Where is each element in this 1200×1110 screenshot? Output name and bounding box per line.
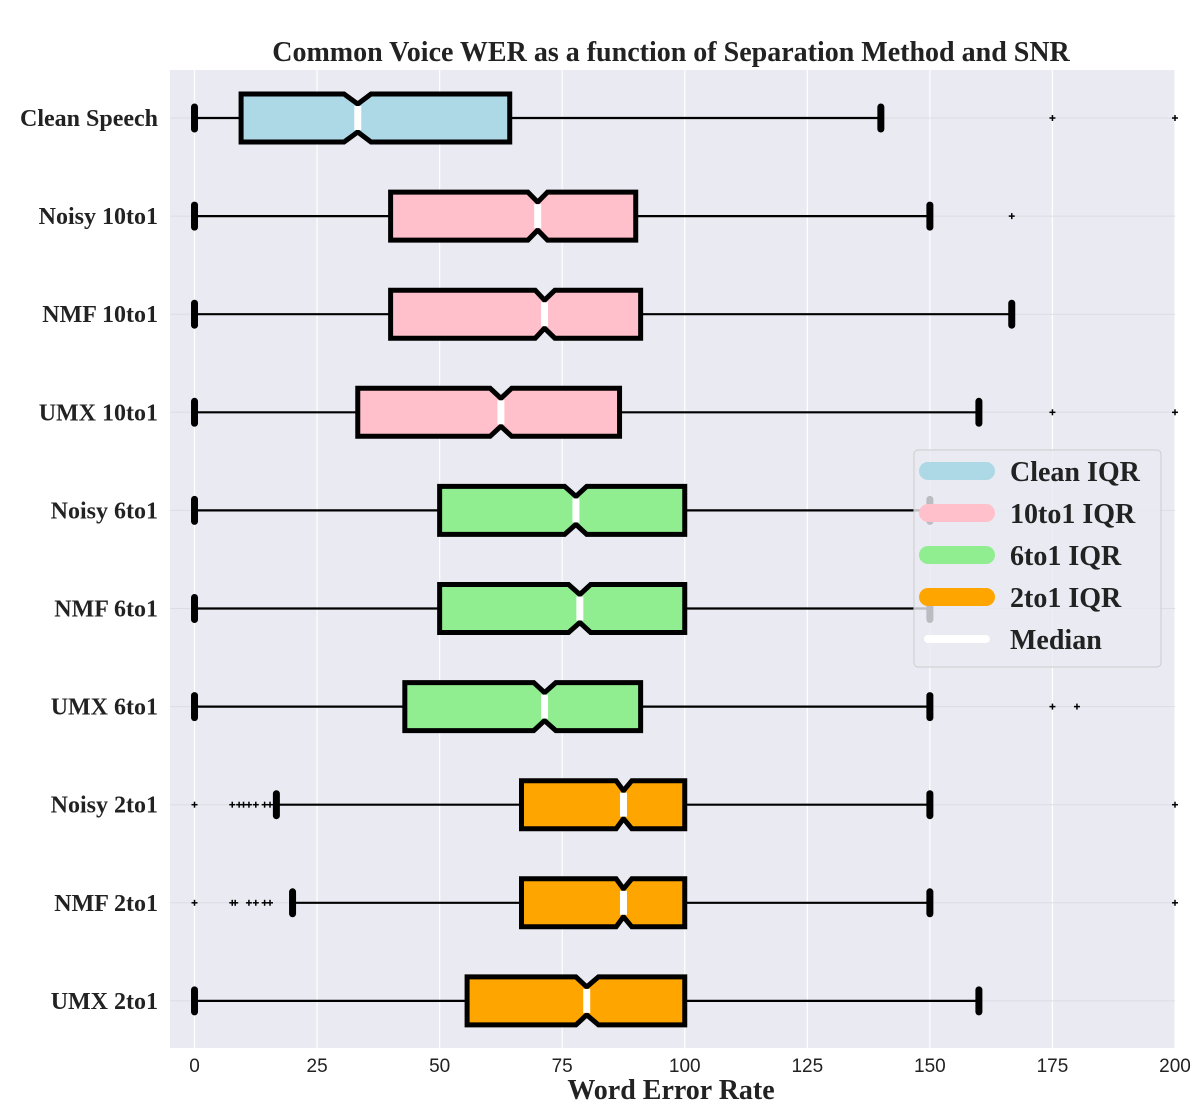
outlier-point xyxy=(245,899,252,906)
x-tick-label: 200 xyxy=(1159,1056,1191,1077)
iqr-box xyxy=(464,974,688,1028)
box-4 xyxy=(191,483,934,537)
x-tick-label: 150 xyxy=(914,1056,946,1077)
iqr-box xyxy=(519,876,688,930)
outlier-point xyxy=(1049,703,1056,710)
box-5 xyxy=(191,582,934,635)
x-tick-label: 175 xyxy=(1037,1056,1069,1077)
outlier-point xyxy=(267,899,274,906)
iqr-box xyxy=(238,91,513,145)
box-9 xyxy=(191,974,983,1028)
category-label: UMX 2to1 xyxy=(51,989,158,1015)
x-ticks: 0 25 50 75 100 125 150 175 200 xyxy=(189,1056,1191,1077)
category-label: NMF 6to1 xyxy=(54,597,158,623)
x-tick-label: 125 xyxy=(791,1056,823,1077)
iqr-box xyxy=(388,189,639,243)
outlier-point xyxy=(240,801,247,808)
outlier-point xyxy=(252,801,259,808)
x-axis-title: Word Error Rate xyxy=(567,1075,774,1106)
outlier-point xyxy=(1172,409,1178,416)
category-label: UMX 6to1 xyxy=(51,695,158,721)
outlier-point xyxy=(1172,801,1178,808)
legend-label: 2to1 IQR xyxy=(1010,583,1122,614)
iqr-box xyxy=(437,483,688,537)
category-label: Noisy 6to1 xyxy=(51,498,158,524)
category-label: NMF 2to1 xyxy=(54,891,158,917)
category-label: Noisy 10to1 xyxy=(39,204,158,230)
x-tick-label: 100 xyxy=(669,1056,701,1077)
category-label: Noisy 2to1 xyxy=(51,793,158,819)
legend-label: Median xyxy=(1010,625,1102,656)
boxes xyxy=(191,91,1178,1028)
category-label: UMX 10to1 xyxy=(39,400,158,426)
box-6 xyxy=(191,680,1080,734)
box-8 xyxy=(191,876,1178,930)
outlier-point xyxy=(1049,115,1056,121)
outlier-point xyxy=(1172,899,1178,906)
category-label: NMF 10to1 xyxy=(42,302,158,328)
outlier-point xyxy=(191,801,198,808)
outlier-point xyxy=(191,899,198,906)
box-0 xyxy=(191,91,1178,145)
legend: Clean IQR 10to1 IQR 6to1 IQR 2to1 IQR Median xyxy=(913,449,1162,668)
outlier-point xyxy=(261,899,268,906)
iqr-box xyxy=(355,385,623,439)
outlier-point xyxy=(261,801,268,808)
y-category-labels: Clean Speech Noisy 10to1 NMF 10to1 UMX 10to… xyxy=(20,106,158,1015)
outlier-point xyxy=(252,899,259,906)
outlier-point xyxy=(1049,409,1056,416)
iqr-box xyxy=(388,287,644,341)
x-tick-label: 25 xyxy=(307,1056,328,1077)
x-tick-label: 50 xyxy=(429,1056,450,1077)
outlier-point xyxy=(1008,213,1015,220)
box-7 xyxy=(191,778,1178,832)
legend-label: Clean IQR xyxy=(1010,457,1141,488)
box-1 xyxy=(191,189,1015,243)
outlier-point xyxy=(267,801,274,808)
category-label: Clean Speech xyxy=(20,106,158,132)
outlier-point xyxy=(1172,115,1178,121)
legend-label: 6to1 IQR xyxy=(1010,541,1122,572)
outlier-point xyxy=(229,801,236,808)
iqr-box xyxy=(519,778,688,832)
x-tick-label: 75 xyxy=(552,1056,573,1077)
x-tick-label: 0 xyxy=(189,1056,200,1077)
box-2 xyxy=(191,287,1016,341)
box-3 xyxy=(191,385,1178,439)
iqr-box xyxy=(437,582,688,635)
iqr-box xyxy=(402,680,644,734)
outlier-point xyxy=(232,899,239,906)
outlier-point xyxy=(245,801,252,808)
chart-title: Common Voice WER as a function of Separa… xyxy=(272,37,1070,68)
legend-label: 10to1 IQR xyxy=(1010,499,1136,530)
outlier-point xyxy=(1073,703,1080,710)
